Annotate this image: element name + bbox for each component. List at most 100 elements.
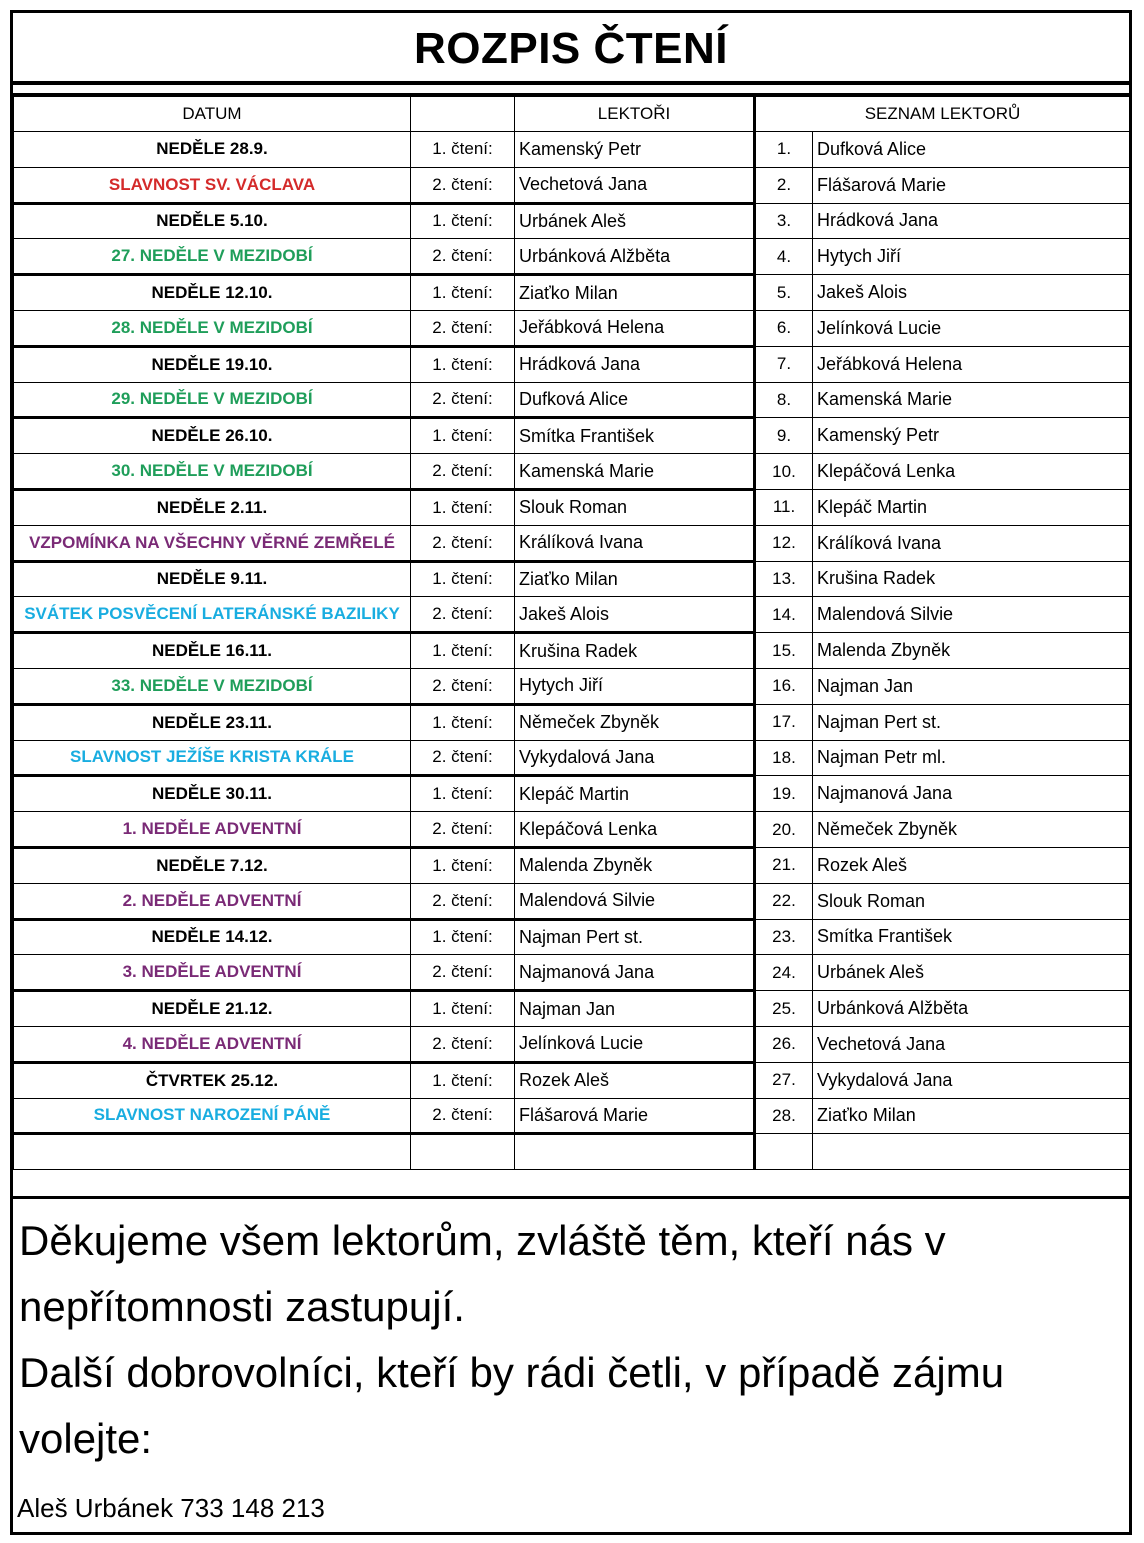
reading-cell: 2. čtení: (410, 238, 515, 277)
footer-message: Děkujeme všem lektorům, zvláště těm, kte… (19, 1208, 1119, 1472)
list-number-cell: 17. (754, 703, 813, 741)
date-cell: 1. NEDĚLE ADVENTNÍ (13, 811, 411, 849)
lector-cell: Najman Pert st. (514, 918, 756, 956)
list-number-cell: 24. (754, 954, 813, 992)
date-cell: 27. NEDĚLE V MEZIDOBÍ (13, 238, 411, 277)
table-row: SLAVNOST JEŽÍŠE KRISTA KRÁLE 2. čtení: Vyk… (13, 739, 1130, 778)
lector-cell: Klepáčová Lenka (514, 811, 756, 849)
volunteers-text: Další dobrovolníci, kteří by rádi četli,… (19, 1349, 1005, 1462)
list-name-cell: Smítka František (812, 918, 1130, 956)
reading-cell: 1. čtení: (410, 202, 515, 240)
reading-cell: 2. čtení: (410, 1025, 515, 1064)
date-cell: NEDĚLE 30.11. (13, 775, 411, 813)
lector-cell: Krušina Radek (514, 632, 756, 669)
lector-cell: Ziaťko Milan (514, 274, 756, 311)
list-name-cell: Najman Petr ml. (812, 739, 1130, 777)
lector-cell: Najman Jan (514, 990, 756, 1027)
lector-cell: Flášarová Marie (514, 1097, 756, 1136)
date-cell: NEDĚLE 7.12. (13, 846, 411, 884)
table-row: 33. NEDĚLE V MEZIDOBÍ 2. čtení: Hytych Jiř… (13, 667, 1130, 706)
list-number-cell: 19. (754, 775, 813, 813)
schedule-table: DATUM LEKTOŘI SEZNAM LEKTORŮ NEDĚLE 28.9… (13, 96, 1130, 1171)
table-row: SLAVNOST SV. VÁCLAVA 2. čtení: Vechetová J… (13, 166, 1130, 205)
reading-cell: 2. čtení: (410, 1097, 515, 1136)
reading-cell: 2. čtení: (410, 381, 515, 420)
reading-cell: 2. čtení: (410, 166, 515, 205)
list-name-cell: Jeřábková Helena (812, 345, 1130, 383)
list-number-cell: 14. (754, 596, 813, 634)
list-name-cell: Hytych Jiří (812, 238, 1130, 276)
table-row: VZPOMÍNKA NA VŠECHNY VĚRNÉ ZEMŘELÉ 2. čte… (13, 524, 1130, 563)
table-row: NEDĚLE 14.12. 1. čtení: Najman Pert st. 23.… (13, 918, 1130, 956)
list-name-cell: Slouk Roman (812, 882, 1130, 920)
divider (13, 81, 1129, 85)
list-number-cell: 3. (754, 202, 813, 240)
date-cell: NEDĚLE 28.9. (13, 131, 411, 168)
list-number-cell: 7. (754, 345, 813, 383)
list-number-cell: 16. (754, 667, 813, 705)
list-number-cell: 25. (754, 990, 813, 1027)
reading-cell: 1. čtení: (410, 632, 515, 669)
reading-cell: 1. čtení: (410, 488, 515, 526)
header-lector-list: SEZNAM LEKTORŮ (754, 96, 1130, 132)
list-number-cell: 18. (754, 739, 813, 777)
reading-cell: 1. čtení: (410, 775, 515, 813)
table-row: NEDĚLE 28.9. 1. čtení: Kamenský Petr 1. Dufk… (13, 131, 1130, 168)
list-number-cell: 6. (754, 309, 813, 347)
list-name-cell: Jelínková Lucie (812, 309, 1130, 347)
date-cell: NEDĚLE 16.11. (13, 632, 411, 669)
lector-cell: Kamenský Petr (514, 131, 756, 168)
date-cell: NEDĚLE 12.10. (13, 274, 411, 311)
list-number-cell: 2. (754, 166, 813, 204)
table-row: 3. NEDĚLE ADVENTNÍ 2. čtení: Najmanová Jan… (13, 954, 1130, 993)
reading-cell: 1. čtení: (410, 417, 515, 455)
reading-cell: 2. čtení: (410, 739, 515, 778)
table-row (13, 1133, 1130, 1171)
header-row: DATUM LEKTOŘI SEZNAM LEKTORŮ (13, 96, 1130, 132)
list-number-cell: 27. (754, 1061, 813, 1099)
lector-cell: Urbánková Alžběta (514, 238, 756, 277)
lector-cell: Jakeš Alois (514, 596, 756, 635)
list-number-cell: 21. (754, 846, 813, 884)
list-number-cell: 9. (754, 417, 813, 455)
list-number-cell (754, 1133, 813, 1171)
reading-cell: 1. čtení: (410, 274, 515, 311)
lector-cell: Hrádková Jana (514, 345, 756, 383)
list-name-cell: Kamenská Marie (812, 381, 1130, 419)
date-cell: SLAVNOST SV. VÁCLAVA (13, 166, 411, 205)
divider (13, 93, 1129, 96)
list-name-cell: Jakeš Alois (812, 274, 1130, 311)
list-number-cell: 22. (754, 882, 813, 920)
table-row: 29. NEDĚLE V MEZIDOBÍ 2. čtení: Dufková Al… (13, 381, 1130, 420)
table-row: NEDĚLE 19.10. 1. čtení: Hrádková Jana 7. Jeř… (13, 345, 1130, 383)
lector-cell: Malendová Silvie (514, 882, 756, 921)
lector-cell: Malenda Zbyněk (514, 846, 756, 884)
header-lectors: LEKTOŘI (514, 96, 756, 132)
reading-cell: 1. čtení: (410, 1061, 515, 1099)
page-title: ROZPIS ČTENÍ (413, 24, 729, 73)
reading-cell: 2. čtení: (410, 524, 515, 563)
lector-cell (514, 1133, 756, 1171)
lector-cell: Ziaťko Milan (514, 560, 756, 598)
header-date: DATUM (13, 96, 411, 132)
list-name-cell: Vechetová Jana (812, 1025, 1130, 1063)
reading-cell: 1. čtení: (410, 560, 515, 598)
list-name-cell: Klepáčová Lenka (812, 453, 1130, 490)
reading-cell: 1. čtení: (410, 345, 515, 383)
lector-cell: Klepáč Martin (514, 775, 756, 813)
table-row: 27. NEDĚLE V MEZIDOBÍ 2. čtení: Urbánková … (13, 238, 1130, 277)
date-cell: ČTVRTEK 25.12. (13, 1061, 411, 1099)
list-name-cell: Dufková Alice (812, 131, 1130, 168)
date-cell: 2. NEDĚLE ADVENTNÍ (13, 882, 411, 921)
list-number-cell: 28. (754, 1097, 813, 1135)
reading-cell: 1. čtení: (410, 918, 515, 956)
list-number-cell: 4. (754, 238, 813, 276)
reading-cell: 1. čtení: (410, 990, 515, 1027)
lector-cell: Hytych Jiří (514, 667, 756, 706)
reading-cell: 2. čtení: (410, 882, 515, 921)
reading-cell: 2. čtení: (410, 453, 515, 491)
contact-info: Aleš Urbánek 733 148 213 (17, 1493, 325, 1523)
list-number-cell: 5. (754, 274, 813, 311)
list-name-cell: Najman Pert st. (812, 703, 1130, 741)
lector-cell: Kamenská Marie (514, 453, 756, 491)
